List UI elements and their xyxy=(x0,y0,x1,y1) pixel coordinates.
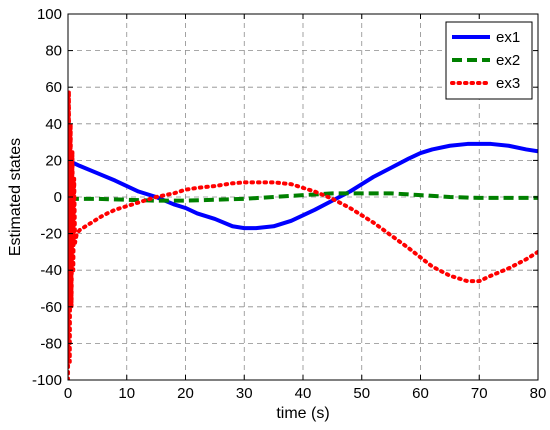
legend-label-ex2: ex2 xyxy=(496,52,520,69)
axis-ticks xyxy=(67,13,539,381)
y-tick-label: -100 xyxy=(32,372,62,389)
x-tick-label: 60 xyxy=(412,385,429,402)
y-tick-label: 60 xyxy=(45,79,62,96)
x-tick-label: 0 xyxy=(64,385,72,402)
legend-label-ex1: ex1 xyxy=(496,29,520,46)
legend-label-ex3: ex3 xyxy=(496,75,520,92)
x-tick-label: 20 xyxy=(177,385,194,402)
y-tick-label: -40 xyxy=(40,262,62,279)
y-tick-label: 20 xyxy=(45,152,62,169)
x-tick-label: 40 xyxy=(295,385,312,402)
y-tick-label: 0 xyxy=(54,189,62,206)
y-tick-label: -60 xyxy=(40,299,62,316)
x-tick-label: 10 xyxy=(118,385,135,402)
x-tick-label: 30 xyxy=(236,385,253,402)
y-tick-label: 40 xyxy=(45,116,62,133)
series-layer xyxy=(68,88,538,380)
x-axis-label: time (s) xyxy=(276,405,329,422)
tick-labels: 0 10 20 30 40 50 60 70 80 100 80 60 40 20 0 -20 -40 -60 -8… xyxy=(32,6,546,402)
y-tick-label: -20 xyxy=(40,226,62,243)
y-tick-label: -80 xyxy=(40,335,62,352)
x-tick-label: 80 xyxy=(530,385,547,402)
y-axis-label: Estimated states xyxy=(7,138,24,256)
series-line-ex1 xyxy=(68,141,538,231)
legend: ex1 ex2 ex3 xyxy=(445,21,533,100)
series-line-ex3 xyxy=(68,88,538,380)
x-tick-label: 50 xyxy=(353,385,370,402)
y-tick-label: 80 xyxy=(45,43,62,60)
y-tick-label: 100 xyxy=(37,6,62,23)
x-tick-label: 70 xyxy=(471,385,488,402)
